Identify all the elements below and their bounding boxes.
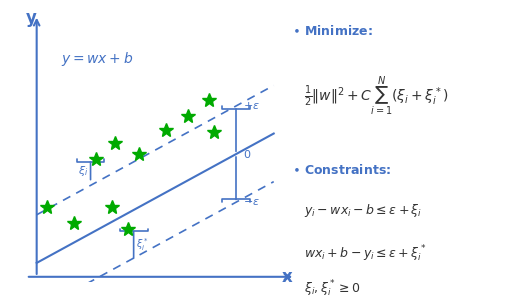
Text: $\xi_i$: $\xi_i$: [78, 164, 89, 178]
Text: $y_i - wx_i - b \leq \varepsilon + \xi_i$: $y_i - wx_i - b \leq \varepsilon + \xi_i…: [304, 202, 422, 219]
Text: $-\varepsilon$: $-\varepsilon$: [243, 197, 260, 207]
Text: $\xi_i, \xi_i^* \geq 0$: $\xi_i, \xi_i^* \geq 0$: [304, 279, 361, 297]
Text: $wx_i + b - y_i \leq \varepsilon + \xi_i^*$: $wx_i + b - y_i \leq \varepsilon + \xi_i…: [304, 244, 426, 264]
Text: y: y: [26, 9, 37, 27]
Text: $0$: $0$: [243, 148, 251, 160]
Text: $\frac{1}{2}\|w\|^2 + C\sum_{i=1}^{N}(\xi_i + \xi_i^*)$: $\frac{1}{2}\|w\|^2 + C\sum_{i=1}^{N}(\x…: [304, 74, 448, 118]
Text: $y = wx + b$: $y = wx + b$: [61, 50, 133, 68]
Text: $\xi_i^*$: $\xi_i^*$: [136, 236, 149, 253]
Text: x: x: [282, 268, 293, 286]
Text: $\bullet$ Constraints:: $\bullet$ Constraints:: [292, 163, 391, 177]
Text: $+\varepsilon$: $+\varepsilon$: [243, 100, 260, 111]
Text: $\bullet$ Minimize:: $\bullet$ Minimize:: [292, 24, 372, 38]
